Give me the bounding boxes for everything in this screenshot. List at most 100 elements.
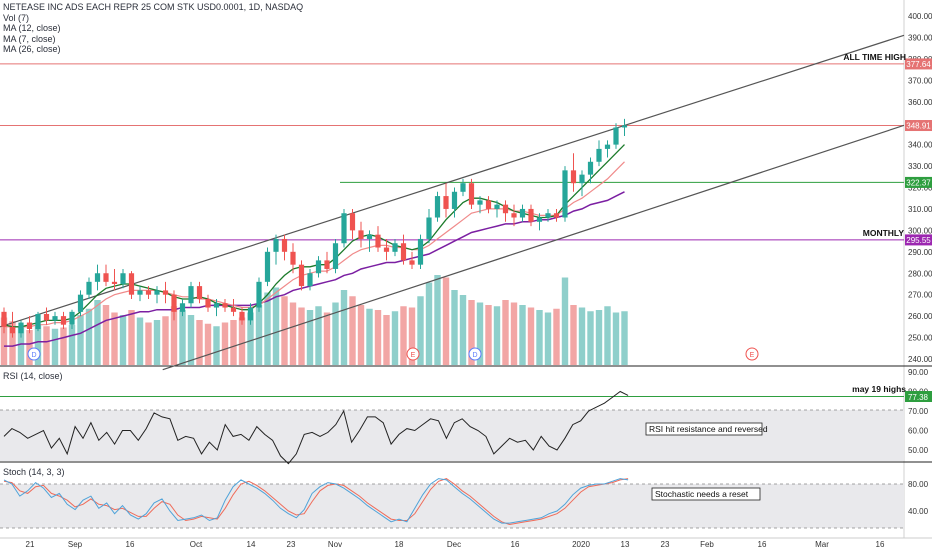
volume-bar [587,311,594,365]
event-marker-label: D [31,352,36,359]
stoch-legend[interactable]: Stoch (14, 3, 3) [3,467,65,477]
volume-bar [9,321,16,365]
volume-bar [442,277,450,365]
price-tick-label: 340.00 [908,141,932,150]
rsi-legend[interactable]: RSI (14, close) [3,371,63,381]
candle-body [18,322,24,334]
time-tick-label: 16 [758,540,767,549]
legend-ma-12[interactable]: MA (12, close) [3,23,61,33]
candle-body [94,273,101,282]
volume-bar [366,308,373,365]
candle-body [349,213,356,231]
time-tick-label: Mar [815,540,829,549]
stoch-tick-label: 80.00 [908,480,929,489]
volume-bars [0,275,628,365]
price-badge-bg [905,120,932,132]
volume-bar [425,282,433,365]
volume-bar [68,325,76,365]
candle-body [613,127,619,145]
stoch-band [0,484,904,528]
time-tick-label: 23 [287,540,296,549]
volume-bar [238,317,246,365]
volume-bar [527,307,535,365]
rsi-tick-label: 90.00 [908,368,929,377]
price-badge-label: 295.55 [906,236,931,245]
volume-bar [17,327,25,365]
volume-bar [272,287,280,365]
candle-body [426,217,432,239]
candle-body [468,183,475,205]
candle-body [222,303,228,308]
candle-body [281,238,288,252]
time-tick-label: 21 [26,540,35,549]
candle-body [434,196,441,218]
legend-ma-26[interactable]: MA (26, close) [3,44,61,54]
rsi-note: RSI hit resistance and reversed [649,424,768,434]
rsi-tick-label: 70.00 [908,407,929,416]
time-tick-label: 16 [876,540,885,549]
volume-bar [400,306,407,365]
stoch-note-box [651,487,761,501]
price-badge-label: 348.91 [906,122,931,131]
rsi-value-badge-bg [905,391,932,402]
legend-volume[interactable]: Vol (7) [3,12,30,23]
stoch-note: Stochastic needs a reset [655,489,749,499]
volume-bar [536,310,543,365]
candle-body [137,290,143,295]
candle-body [128,273,135,295]
candle-body [154,290,160,295]
legend-ma-7[interactable]: MA (7, close) [3,33,56,44]
volume-bar [0,317,8,365]
volume-bar [561,277,569,365]
candle-body [451,191,458,209]
candle-body [239,311,245,321]
time-tick-label: 14 [247,540,256,549]
volume-bar [230,320,237,365]
volume-bar [162,316,169,365]
volume-bar [459,295,467,365]
candle-body [60,316,67,325]
volume-bar [408,307,416,365]
candle-body [519,208,526,218]
volume-bar [476,302,484,365]
volume-bar [26,330,33,365]
time-tick-label: 16 [511,540,520,549]
volume-bar [60,327,67,365]
price-tick-label: 310.00 [908,205,932,214]
volume-bar [391,311,399,365]
symbol-title[interactable]: NETEASE INC ADS EACH REPR 25 COM STK USD… [3,2,304,12]
time-tick-label: 16 [126,540,135,549]
price-badges: 377.64 348.91 322.37 295.55 [905,58,932,246]
candle-body [621,125,628,128]
time-axis: 21 Sep 16 Oct 14 23 Nov 18 Dec 16 2020 13 23 Feb 16 Mar… [26,540,885,549]
candle-body [324,260,330,269]
candle-body [315,260,322,274]
candle-body [502,204,509,214]
price-tick-label: 360.00 [908,98,932,107]
candle-body [392,243,398,252]
volume-bar [374,310,382,365]
candle-body [366,234,373,239]
candle-body [375,234,381,248]
candle-body [604,144,611,149]
volume-bar [553,308,560,365]
volume-bar [111,312,118,365]
candle-body [247,307,254,321]
horizontal-levels [0,63,904,241]
price-tick-label: 240.00 [908,355,932,364]
candle-body [443,196,449,209]
volume-bar [570,305,577,365]
time-tick-label: Oct [190,540,203,549]
volume-bar [196,320,203,365]
rsi-note-box [645,422,763,436]
candle-body [358,230,364,239]
candle-body [145,290,152,295]
candle-body [230,307,237,312]
candle-body [120,273,126,284]
volume-bar [221,322,229,365]
candle-body [409,260,415,265]
candlesticks [1,118,628,338]
volume-bar [289,302,297,365]
volume-bar [519,305,526,365]
